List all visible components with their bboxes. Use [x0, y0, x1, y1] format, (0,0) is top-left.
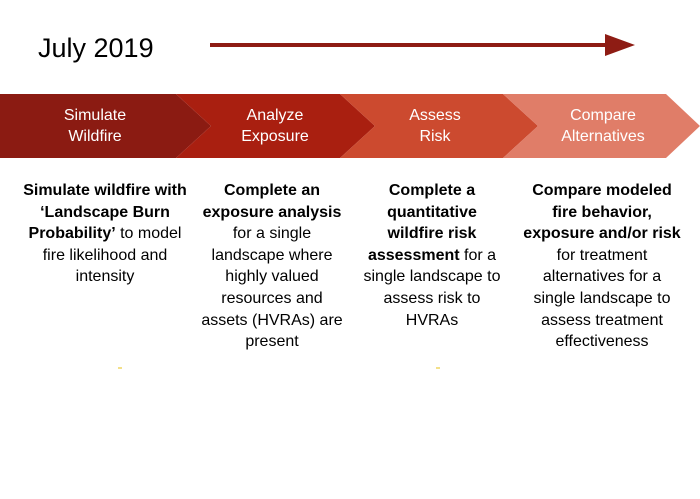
decorative-mark [436, 367, 440, 369]
step-label-compare-alternatives: Compare Alternatives [561, 107, 645, 145]
process-chevrons [0, 94, 700, 158]
step-label-analyze-exposure: Analyze Exposure [241, 107, 309, 145]
step-label-assess-risk: Assess Risk [409, 107, 461, 145]
step-description-assess-risk: Complete a quantitative wildfire risk as… [363, 182, 501, 329]
step-chevron-assess [340, 94, 538, 158]
step-chevron-simulate [0, 94, 211, 158]
decorative-mark [118, 367, 122, 369]
step-description-compare-alternatives: Compare modeled fire behavior, exposure … [523, 182, 681, 351]
step-chevron-compare [503, 94, 700, 158]
date-label: July 2019 [38, 33, 154, 63]
step-description-analyze-exposure: Complete an exposure analysis for a sing… [201, 182, 343, 351]
timeline-arrow [210, 34, 635, 56]
step-chevron-analyze [176, 94, 375, 158]
step-description-simulate-wildfire: Simulate wildfire with ‘Landscape Burn P… [23, 182, 187, 286]
step-label-simulate-wildfire: Simulate Wildfire [63, 107, 127, 145]
